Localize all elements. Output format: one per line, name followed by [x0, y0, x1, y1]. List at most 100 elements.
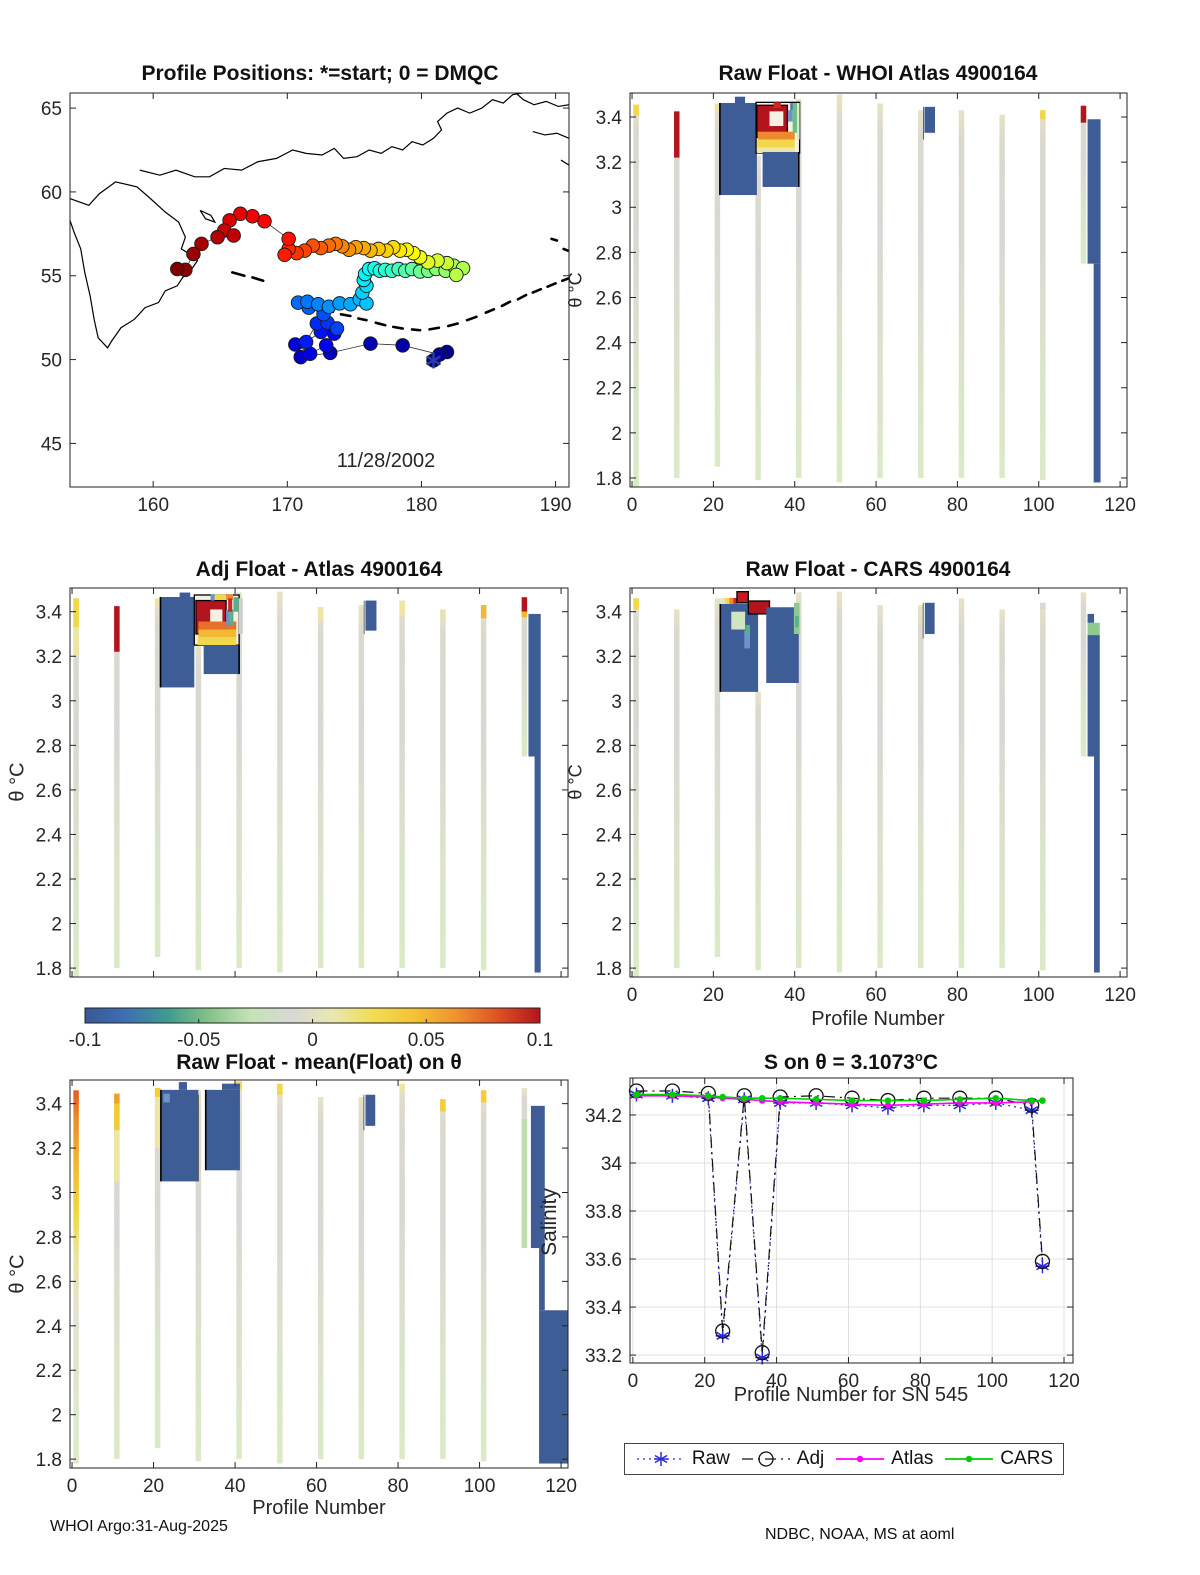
- svg-text:3.2: 3.2: [596, 153, 622, 174]
- legend-item-cars: CARS: [943, 1448, 1053, 1470]
- map-panel: 160 170 180 190 45 50 55 60 65: [41, 92, 572, 516]
- map-date-label: 11/28/2002: [336, 450, 436, 472]
- svg-text:3: 3: [611, 198, 622, 219]
- svg-text:120: 120: [1104, 495, 1136, 516]
- svg-text:40: 40: [784, 495, 805, 516]
- svg-text:0: 0: [628, 1371, 639, 1392]
- raw-whoi-ylabel: θ °C: [565, 272, 586, 308]
- svg-text:80: 80: [947, 495, 968, 516]
- svg-text:80: 80: [387, 1476, 408, 1497]
- svg-text:0.05: 0.05: [408, 1030, 445, 1051]
- svg-text:2.8: 2.8: [596, 736, 622, 757]
- svg-text:65: 65: [41, 99, 62, 120]
- svg-text:3: 3: [51, 1184, 62, 1205]
- adj-atlas-panel: 1.8 2 2.2 2.4 2.6 2.8 3 3.2 3.4: [36, 587, 569, 980]
- svg-text:60: 60: [41, 183, 62, 204]
- legend-item-adj: Adj: [740, 1448, 824, 1470]
- svg-text:2: 2: [51, 1406, 62, 1427]
- svg-text:180: 180: [406, 495, 438, 516]
- svg-text:2.8: 2.8: [596, 243, 622, 264]
- svg-text:40: 40: [766, 1371, 787, 1392]
- legend-label-adj: Adj: [796, 1448, 825, 1469]
- svg-text:60: 60: [838, 1371, 859, 1392]
- svg-text:45: 45: [41, 434, 62, 455]
- grid: [630, 1078, 1073, 1363]
- svg-text:1.8: 1.8: [36, 959, 62, 980]
- raw-line-marker-icon: [636, 1452, 685, 1466]
- svg-text:1.8: 1.8: [596, 469, 622, 490]
- series-cars: [633, 1091, 1046, 1104]
- salinity-panel: 0 20 40 60 80 100 120 33.2 33.4 33.6 33.8 34 34.2: [585, 1077, 1080, 1392]
- raw-cars-xlabel: Profile Number: [811, 1008, 945, 1030]
- raw-cars-title: Raw Float - CARS 4900164: [745, 558, 1011, 581]
- svg-text:2: 2: [611, 915, 622, 936]
- svg-text:2.8: 2.8: [36, 736, 62, 757]
- legend: Raw Adj Atlas CARS: [624, 1443, 1064, 1475]
- svg-text:100: 100: [464, 1476, 496, 1497]
- svg-text:3.4: 3.4: [596, 603, 623, 624]
- svg-text:170: 170: [271, 495, 303, 516]
- raw-cars-panel: 0 20 40 60 80 100 120 1.8 2 2.2 2.4 2.6 2.8 3 3.2 3.4: [596, 587, 1136, 1006]
- svg-text:60: 60: [306, 1476, 327, 1497]
- svg-text:80: 80: [947, 985, 968, 1006]
- footer-left: WHOI Argo:31-Aug-2025: [50, 1518, 228, 1535]
- start-asterisk-icon: [425, 352, 442, 369]
- salinity-title-sup: o: [914, 1049, 923, 1064]
- svg-text:3: 3: [611, 692, 622, 713]
- svg-text:2: 2: [51, 915, 62, 936]
- svg-text:2.4: 2.4: [36, 1317, 63, 1338]
- svg-text:160: 160: [137, 495, 169, 516]
- raw-mean-ylabel: θ °C: [6, 1254, 29, 1294]
- svg-text:3.4: 3.4: [36, 1095, 63, 1116]
- svg-text:60: 60: [865, 495, 886, 516]
- svg-text:-0.1: -0.1: [69, 1030, 102, 1051]
- raw-mean-title: Raw Float - mean(Float) on θ: [176, 1051, 462, 1074]
- svg-text:0: 0: [67, 1476, 78, 1497]
- footer-right: NDBC, NOAA, MS at aoml: [765, 1526, 955, 1543]
- cars-line-marker-icon: [945, 1455, 994, 1463]
- map-title: Profile Positions: *=start; 0 = DMQC: [141, 62, 499, 85]
- svg-text:0: 0: [307, 1030, 318, 1051]
- raw-cars-ylabel: θ °C: [565, 764, 586, 800]
- svg-text:33.2: 33.2: [585, 1346, 622, 1367]
- svg-text:33.4: 33.4: [585, 1298, 622, 1319]
- svg-text:120: 120: [1048, 1371, 1080, 1392]
- svg-text:1.8: 1.8: [36, 1450, 62, 1471]
- svg-text:2.4: 2.4: [596, 825, 623, 846]
- svg-text:55: 55: [41, 267, 62, 288]
- legend-item-raw: Raw: [635, 1448, 730, 1470]
- svg-text:2.6: 2.6: [36, 781, 62, 802]
- svg-text:190: 190: [540, 495, 572, 516]
- svg-text:40: 40: [224, 1476, 245, 1497]
- svg-text:1.8: 1.8: [596, 959, 622, 980]
- raw-mean-xlabel: Profile Number: [252, 1497, 386, 1519]
- svg-text:0: 0: [627, 985, 638, 1006]
- svg-text:50: 50: [41, 351, 62, 372]
- svg-text:100: 100: [1023, 495, 1055, 516]
- map-trajectory: [170, 206, 471, 368]
- svg-text:2.6: 2.6: [596, 288, 622, 309]
- svg-text:3.4: 3.4: [596, 108, 623, 129]
- svg-text:34: 34: [601, 1154, 623, 1175]
- svg-text:20: 20: [703, 985, 724, 1006]
- salinity-title: S on θ = 3.1073oC: [764, 1049, 938, 1075]
- svg-text:33.8: 33.8: [585, 1202, 622, 1223]
- svg-text:2.8: 2.8: [36, 1228, 62, 1249]
- svg-text:0: 0: [627, 495, 638, 516]
- svg-text:100: 100: [1023, 985, 1055, 1006]
- svg-text:2.2: 2.2: [596, 870, 622, 891]
- svg-text:2.2: 2.2: [36, 870, 62, 891]
- raw-mean-panel: 0 20 40 60 80 100 120 1.8 2 2.2 2.4 2.6 2.8 3 3.2 3.4: [36, 1079, 577, 1497]
- svg-text:33.6: 33.6: [585, 1250, 622, 1271]
- svg-text:80: 80: [910, 1371, 931, 1392]
- svg-text:2.4: 2.4: [36, 825, 63, 846]
- svg-text:20: 20: [143, 1476, 164, 1497]
- svg-text:120: 120: [1104, 985, 1136, 1006]
- svg-text:2.4: 2.4: [596, 334, 623, 355]
- map-geography: [70, 93, 569, 349]
- svg-text:3.2: 3.2: [36, 1139, 62, 1160]
- legend-item-atlas: Atlas: [834, 1448, 933, 1470]
- salinity-title-end: C: [922, 1051, 938, 1074]
- svg-text:3.4: 3.4: [36, 603, 63, 624]
